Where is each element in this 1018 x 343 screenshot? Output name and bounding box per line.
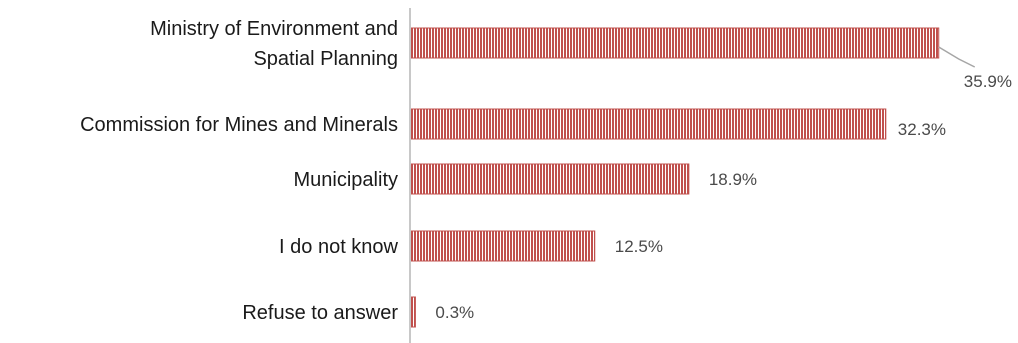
category-label-3: I do not know <box>279 236 399 258</box>
bar-4 <box>410 296 416 328</box>
bar-1 <box>410 108 887 140</box>
value-label-3: 12.5% <box>615 237 663 256</box>
category-label-2: Municipality <box>294 169 398 191</box>
value-label-2: 18.9% <box>709 170 757 189</box>
category-label-0-line-0: Ministry of Environment and <box>150 18 398 40</box>
bar-0 <box>410 27 940 59</box>
value-label-0: 35.9% <box>964 72 1012 91</box>
value-label-1: 32.3% <box>898 120 946 139</box>
category-label-0-line-1: Spatial Planning <box>253 48 398 70</box>
leader-line-0 <box>938 46 976 68</box>
category-label-1: Commission for Mines and Minerals <box>80 114 398 136</box>
value-label-4: 0.3% <box>435 303 474 322</box>
bar-2 <box>410 163 690 195</box>
category-label-4: Refuse to answer <box>242 302 398 324</box>
bar-3 <box>410 230 596 262</box>
